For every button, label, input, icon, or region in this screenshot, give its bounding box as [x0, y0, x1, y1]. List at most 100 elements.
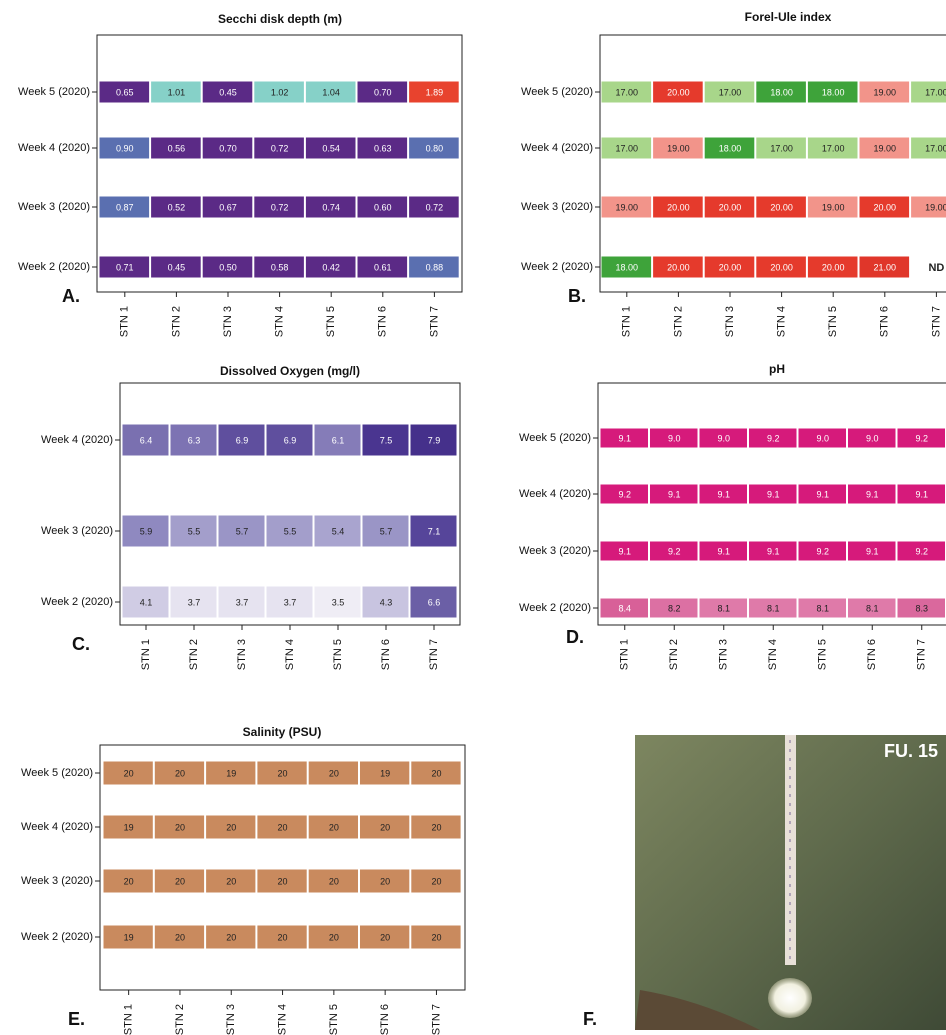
cell-label: 20.00	[719, 262, 742, 272]
heatmap-cell	[256, 760, 308, 786]
cell-label: 4.1	[140, 597, 153, 607]
photo-label: FU. 15	[884, 741, 938, 761]
heatmap-cell	[858, 136, 911, 160]
heatmap-cell	[599, 597, 649, 619]
cell-label: 7.1	[428, 526, 441, 536]
y-tick-label: Week 4 (2020)	[521, 142, 593, 154]
heatmap-cell	[169, 514, 218, 548]
cell-label: 20	[278, 876, 288, 886]
cell-label: 20.00	[770, 202, 793, 212]
heatmap-cell	[359, 868, 411, 894]
x-tick-label: STN 3	[225, 1004, 237, 1035]
cell-label: 6.4	[140, 435, 153, 445]
heatmap-cell	[201, 136, 254, 160]
x-tick-label: STN 7	[428, 306, 440, 337]
cell-label: 0.87	[116, 202, 134, 212]
cell-label: 9.2	[816, 546, 829, 556]
cell-label: 17.00	[719, 87, 742, 97]
y-tick-label: Week 5 (2020)	[21, 767, 93, 779]
photo: FU. 15	[635, 735, 946, 1030]
x-tick-label: STN 2	[174, 1004, 186, 1035]
heatmap-cell	[599, 427, 649, 449]
cell-label: 20	[380, 876, 390, 886]
y-tick-label: Week 3 (2020)	[41, 525, 113, 537]
cell-label: 8.1	[717, 603, 730, 613]
cell-label: 19.00	[874, 143, 897, 153]
heatmap-cell	[797, 427, 847, 449]
heatmap-cell	[307, 924, 360, 950]
cell-label: 19.00	[874, 87, 897, 97]
x-tick-label: STN 4	[274, 306, 286, 337]
cell-label: 19.00	[616, 202, 639, 212]
y-tick-label: Week 2 (2020)	[41, 596, 113, 608]
y-tick-label: Week 5 (2020)	[521, 86, 593, 98]
heatmap-cell	[217, 423, 266, 457]
heatmap-cell	[217, 514, 266, 548]
heatmap-cell	[698, 540, 748, 562]
panel-letter: A.	[62, 286, 80, 306]
cell-label: 0.45	[168, 262, 186, 272]
y-tick-label: Week 4 (2020)	[519, 488, 591, 500]
heatmap-cell	[652, 255, 704, 279]
x-tick-label: STN 6	[377, 306, 389, 337]
y-tick-label: Week 2 (2020)	[521, 261, 593, 273]
heatmap-cell	[599, 540, 649, 562]
cell-label: 20.00	[770, 262, 793, 272]
cell-label: 20	[329, 876, 339, 886]
cell-label: 5.9	[140, 526, 153, 536]
heatmap-cell	[356, 80, 409, 104]
heatmap-cell	[98, 136, 151, 160]
heatmap-cell	[703, 136, 756, 160]
y-tick-label: Week 3 (2020)	[18, 201, 90, 213]
heatmap-cell	[748, 483, 798, 505]
cell-label: 1.02	[271, 87, 289, 97]
heatmap-cell	[410, 924, 462, 950]
heatmap-cell	[153, 868, 206, 894]
heatmap-cell	[253, 255, 305, 279]
panel-letter: D.	[566, 627, 584, 647]
cell-label: 9.2	[618, 489, 631, 499]
cell-label: 9.0	[668, 433, 681, 443]
x-tick-label: STN 2	[170, 306, 182, 337]
cell-label: 9.2	[668, 546, 681, 556]
heatmap-cell	[847, 540, 897, 562]
cell-label: 6.1	[332, 435, 345, 445]
cell-label: 19	[380, 768, 390, 778]
heatmap-cell	[361, 423, 410, 457]
cell-label: 0.72	[271, 202, 289, 212]
heatmap-cell	[307, 868, 360, 894]
plot-frame	[599, 34, 946, 293]
cell-label: 20.00	[667, 202, 690, 212]
cell-label: 9.1	[618, 546, 631, 556]
chart-title: Dissolved Oxygen (mg/l)	[220, 364, 360, 378]
heatmap-cell	[313, 514, 362, 548]
cell-label: 18.00	[719, 143, 742, 153]
y-tick-label: Week 5 (2020)	[519, 432, 591, 444]
cell-label: 20	[329, 932, 339, 942]
heatmap-cell	[698, 483, 748, 505]
heatmap-cell	[265, 423, 314, 457]
panel-letter: F.	[583, 1009, 597, 1029]
heatmap-cell	[359, 814, 411, 840]
cell-label: 17.00	[616, 87, 639, 97]
x-tick-label: STN 1	[621, 306, 633, 337]
cell-label: 19.00	[925, 202, 946, 212]
heatmap-cell	[698, 427, 748, 449]
heatmap-cell	[847, 597, 897, 619]
cell-label: ND	[928, 262, 944, 274]
cell-label: 3.7	[188, 597, 201, 607]
cell-label: 19	[124, 822, 134, 832]
photo-rock	[635, 990, 760, 1030]
heatmap-cell	[304, 80, 357, 104]
chart-title: Secchi disk depth (m)	[218, 12, 342, 26]
cell-label: 9.0	[866, 433, 879, 443]
cell-label: 19	[226, 768, 236, 778]
y-tick-label: Week 2 (2020)	[18, 261, 90, 273]
cell-label: 20	[226, 822, 236, 832]
cell-label: 18.00	[770, 87, 793, 97]
heatmap-cell	[755, 255, 807, 279]
cell-label: 9.1	[668, 489, 681, 499]
cell-label: 20.00	[822, 262, 845, 272]
heatmap-cell	[748, 597, 798, 619]
x-tick-label: STN 3	[236, 639, 248, 670]
